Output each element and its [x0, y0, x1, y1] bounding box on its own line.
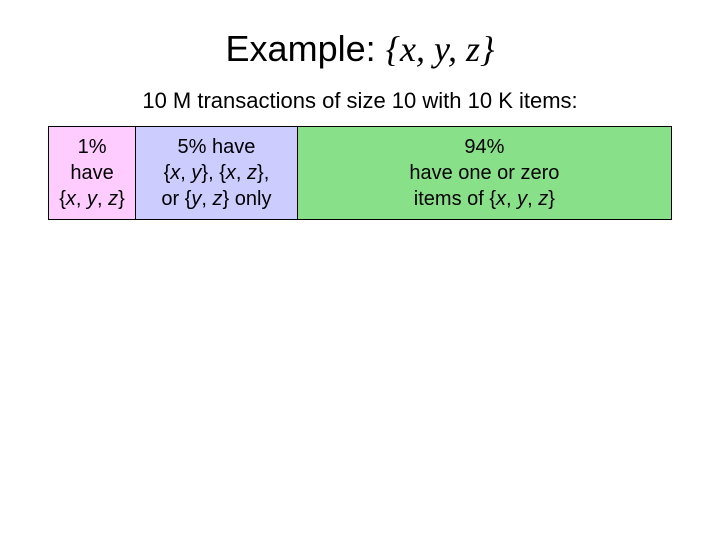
segment-1-line-2: have — [70, 160, 113, 186]
title-set: {x, y, z} — [386, 29, 495, 69]
segment-1-line-1: 1% — [78, 134, 107, 160]
segment-3-line-2: have one or zero — [409, 160, 559, 186]
segment-2-line-3: or {y, z} only — [161, 186, 271, 212]
segment-3-line-3: items of {x, y, z} — [414, 186, 555, 212]
segment-3-line-1: 94% — [464, 134, 504, 160]
segment-2-line-1: 5% have — [178, 134, 256, 160]
slide-title: Example: {x, y, z} — [0, 0, 720, 70]
segment-1: 1% have {x, y, z} — [49, 127, 136, 219]
segment-3: 94% have one or zero items of {x, y, z} — [298, 127, 671, 219]
distribution-bar: 1% have {x, y, z} 5% have {x, y}, {x, z}… — [48, 126, 672, 220]
segment-1-line-3: {x, y, z} — [59, 186, 125, 212]
slide-subtitle: 10 M transactions of size 10 with 10 K i… — [0, 88, 720, 114]
title-prefix: Example: — [226, 28, 386, 69]
segment-2: 5% have {x, y}, {x, z}, or {y, z} only — [136, 127, 298, 219]
segment-2-line-2: {x, y}, {x, z}, — [164, 160, 270, 186]
